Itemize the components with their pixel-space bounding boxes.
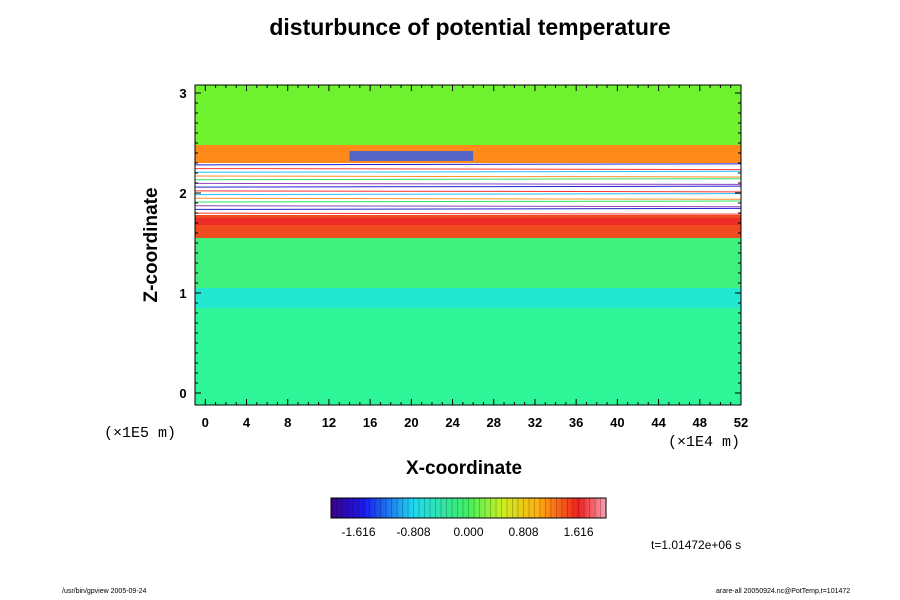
x-tick-label: 52 bbox=[734, 415, 748, 430]
field-streak bbox=[195, 163, 741, 166]
y-axis-unit: (×1E5 m) bbox=[104, 425, 177, 442]
colorbar-tick-label: -1.616 bbox=[341, 525, 375, 539]
x-tick-label: 44 bbox=[651, 415, 666, 430]
x-tick-label: 32 bbox=[528, 415, 542, 430]
field-streak bbox=[195, 170, 741, 173]
field-streak bbox=[195, 193, 741, 196]
x-tick-label: 24 bbox=[445, 415, 460, 430]
plot-frame bbox=[194, 84, 742, 406]
field-streak bbox=[195, 168, 741, 171]
plot-border bbox=[194, 84, 742, 406]
colorbar-tick-label: 0.000 bbox=[453, 525, 483, 539]
y-tick-label: 0 bbox=[179, 386, 186, 401]
y-tick-label: 2 bbox=[179, 186, 186, 201]
x-tick-label: 12 bbox=[322, 415, 336, 430]
field-streak bbox=[195, 182, 741, 185]
field-streak bbox=[195, 185, 741, 188]
x-tick-label: 4 bbox=[243, 415, 251, 430]
footer-command: /usr/bin/gpview 2005-09-24 bbox=[62, 588, 147, 595]
heatmap-layer bbox=[195, 163, 741, 215]
x-tick-label: 48 bbox=[693, 415, 707, 430]
y-tick-label: 1 bbox=[179, 286, 186, 301]
footer-source: arare-all 20050924.nc@PotTemp,t=101472 bbox=[716, 588, 851, 595]
x-axis-label: X-coordinate bbox=[406, 458, 523, 479]
heatmap-layer bbox=[195, 288, 741, 308]
time-label: t=1.01472e+06 s bbox=[651, 538, 742, 552]
heatmap-field bbox=[195, 85, 741, 405]
x-tick-label: 0 bbox=[202, 415, 209, 430]
colorbar-tick-label: 0.808 bbox=[508, 525, 538, 539]
x-tick-label: 16 bbox=[363, 415, 377, 430]
y-axis-label: Z-coordinate bbox=[141, 187, 162, 302]
x-axis: 0 4 8 12 16 20 24 28 32 36 40 44 48 52 bbox=[202, 85, 748, 430]
field-streak bbox=[195, 175, 741, 178]
x-tick-label: 28 bbox=[487, 415, 501, 430]
field-streak bbox=[195, 207, 741, 210]
colorbar: -1.616 -0.808 0.000 0.808 1.616 bbox=[330, 497, 607, 539]
x-axis-unit: (×1E4 m) bbox=[668, 434, 741, 451]
colorbar-tick-label: 1.616 bbox=[563, 525, 593, 539]
chart-title: disturbunce of potential temperature bbox=[269, 14, 671, 40]
warm-anomaly bbox=[195, 218, 741, 225]
field-streak bbox=[195, 205, 741, 208]
field-streak bbox=[195, 178, 741, 181]
y-axis: 0 1 2 3 bbox=[179, 86, 741, 401]
y-tick-label: 3 bbox=[179, 86, 186, 101]
x-tick-label: 40 bbox=[610, 415, 624, 430]
field-streak bbox=[195, 212, 741, 215]
field-streak bbox=[195, 200, 741, 203]
field-streak bbox=[195, 190, 741, 193]
cold-anomaly bbox=[349, 151, 474, 161]
heatmap-layer bbox=[195, 85, 741, 145]
heatmap-layer bbox=[195, 308, 741, 405]
x-tick-label: 20 bbox=[404, 415, 418, 430]
x-tick-label: 36 bbox=[569, 415, 583, 430]
field-streak bbox=[195, 197, 741, 200]
x-tick-label: 8 bbox=[284, 415, 291, 430]
colorbar-tick-label: -0.808 bbox=[396, 525, 430, 539]
heatmap-layer bbox=[195, 238, 741, 288]
